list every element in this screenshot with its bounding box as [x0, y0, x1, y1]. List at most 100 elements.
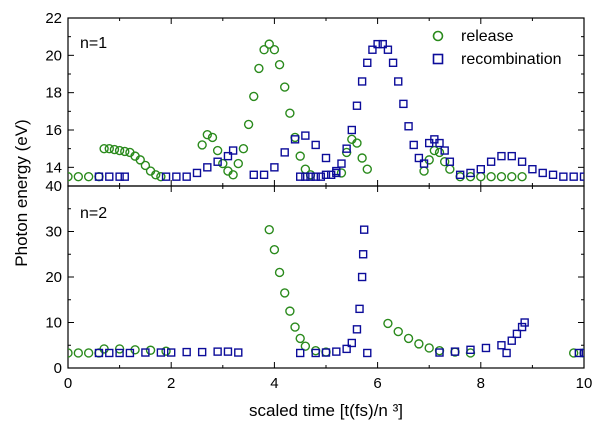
- bottom-release-point: [424, 343, 434, 353]
- bottom-panel-frame: [67, 185, 585, 369]
- top-recombination-point: [497, 151, 506, 161]
- bottom-release-point: [83, 348, 94, 358]
- y-tick-label: 18: [45, 85, 62, 102]
- top-release-point: [274, 59, 285, 70]
- bottom-release-point: [290, 322, 300, 332]
- top-recombination-point: [311, 172, 320, 181]
- y-axis-label: Photon energy (eV): [12, 119, 31, 266]
- top-recombination-point: [115, 172, 124, 181]
- top-release-point: [352, 138, 362, 148]
- bottom-recombination-point: [125, 348, 135, 358]
- bottom-panel-axes: 0 2 4 6 8 10 0 10 20 30 40: [45, 178, 592, 392]
- x-tick-label: 0: [64, 375, 72, 392]
- bottom-release-point: [264, 224, 274, 235]
- top-recombination-point: [321, 170, 331, 180]
- top-release-point: [434, 147, 445, 158]
- top-release-point: [249, 91, 259, 102]
- top-recombination-point: [394, 77, 403, 86]
- x-tick-label: 2: [167, 375, 175, 392]
- top-release-point: [285, 108, 295, 118]
- top-recombination-point: [559, 172, 568, 181]
- bottom-recombination-point: [574, 348, 584, 358]
- top-release-point: [109, 144, 120, 155]
- bottom-release-point: [310, 346, 321, 356]
- top-recombination-point: [445, 157, 455, 166]
- top-recombination-point: [321, 153, 331, 163]
- top-release-point: [486, 171, 496, 182]
- top-recombination-point: [172, 172, 181, 181]
- top-recombination-point: [311, 140, 320, 150]
- bottom-release-point: [285, 306, 295, 316]
- bottom-recombination-point: [105, 348, 114, 358]
- bottom-recombination-point: [435, 348, 444, 357]
- bottom-recombination-point: [507, 336, 516, 345]
- top-recombination-point: [316, 172, 326, 181]
- top-recombination-point: [347, 125, 356, 135]
- top-recombination-point: [306, 172, 315, 181]
- top-release-point: [99, 143, 109, 154]
- legend-recombination-marker: [432, 53, 444, 65]
- bottom-recombination-point: [579, 348, 584, 358]
- top-release-point: [445, 164, 455, 174]
- top-recombination-point: [368, 45, 377, 54]
- bottom-recombination-point: [520, 318, 529, 327]
- top-panel-axes: 14 16 18 20 22: [45, 10, 585, 187]
- top-recombination-point: [378, 39, 387, 49]
- bottom-recombination-point: [512, 329, 522, 339]
- top-recombination-point: [579, 172, 584, 181]
- top-release-point: [135, 155, 145, 165]
- top-recombination-point: [435, 138, 444, 148]
- bottom-recombination-point: [197, 347, 207, 357]
- bottom-recombination-point: [358, 250, 368, 259]
- bottom-recombination-point: [332, 347, 341, 356]
- bottom-release-point: [295, 333, 305, 344]
- top-release-point: [140, 160, 151, 171]
- bottom-recombination-point: [182, 347, 191, 357]
- top-release-point: [228, 170, 238, 180]
- top-release-point: [207, 132, 218, 143]
- bottom-recombination-point: [352, 325, 362, 334]
- panel-label-n1: n=1: [80, 35, 107, 52]
- top-release-point: [455, 171, 465, 182]
- bottom-recombination-point: [363, 348, 372, 358]
- top-release-point: [264, 39, 274, 49]
- top-recombination-point: [105, 172, 114, 181]
- top-recombination-point: [192, 168, 202, 178]
- top-release-point: [429, 145, 440, 156]
- legend-release-label: release: [461, 28, 514, 45]
- bottom-release-point: [269, 244, 280, 255]
- top-release-point: [156, 171, 166, 182]
- bottom-release-point: [414, 339, 424, 349]
- bottom-recombination-point: [94, 348, 104, 358]
- top-recombination-point: [409, 140, 418, 150]
- top-recombination-point: [120, 172, 129, 181]
- top-recombination-point: [404, 122, 413, 131]
- top-recombination-point: [94, 172, 104, 181]
- top-recombination-point: [259, 170, 269, 180]
- bottom-release-point: [403, 333, 414, 344]
- y-tick-label: 10: [45, 315, 62, 332]
- top-recombination-point: [363, 58, 372, 67]
- top-release-point: [290, 132, 300, 143]
- top-recombination-point: [223, 151, 233, 161]
- legend-release-marker: [432, 30, 444, 42]
- x-tick-label: 6: [373, 375, 381, 392]
- y-tick-label: 20: [45, 47, 62, 64]
- top-recombination-point: [383, 45, 393, 54]
- top-release-point: [362, 164, 372, 174]
- bottom-release-point: [280, 288, 290, 298]
- top-release-point: [114, 145, 125, 156]
- top-release-point: [120, 146, 130, 157]
- bottom-recombination-point: [296, 348, 305, 358]
- top-recombination-point: [419, 159, 429, 168]
- top-release-point: [197, 140, 207, 150]
- bottom-recombination-point: [141, 348, 150, 357]
- bottom-recombination-point: [517, 322, 527, 332]
- top-recombination-point: [399, 99, 408, 109]
- bottom-recombination-point: [347, 338, 356, 348]
- top-recombination-point: [455, 170, 465, 180]
- top-release-point: [357, 153, 367, 163]
- top-release-point: [202, 129, 213, 140]
- top-release-point: [233, 158, 243, 169]
